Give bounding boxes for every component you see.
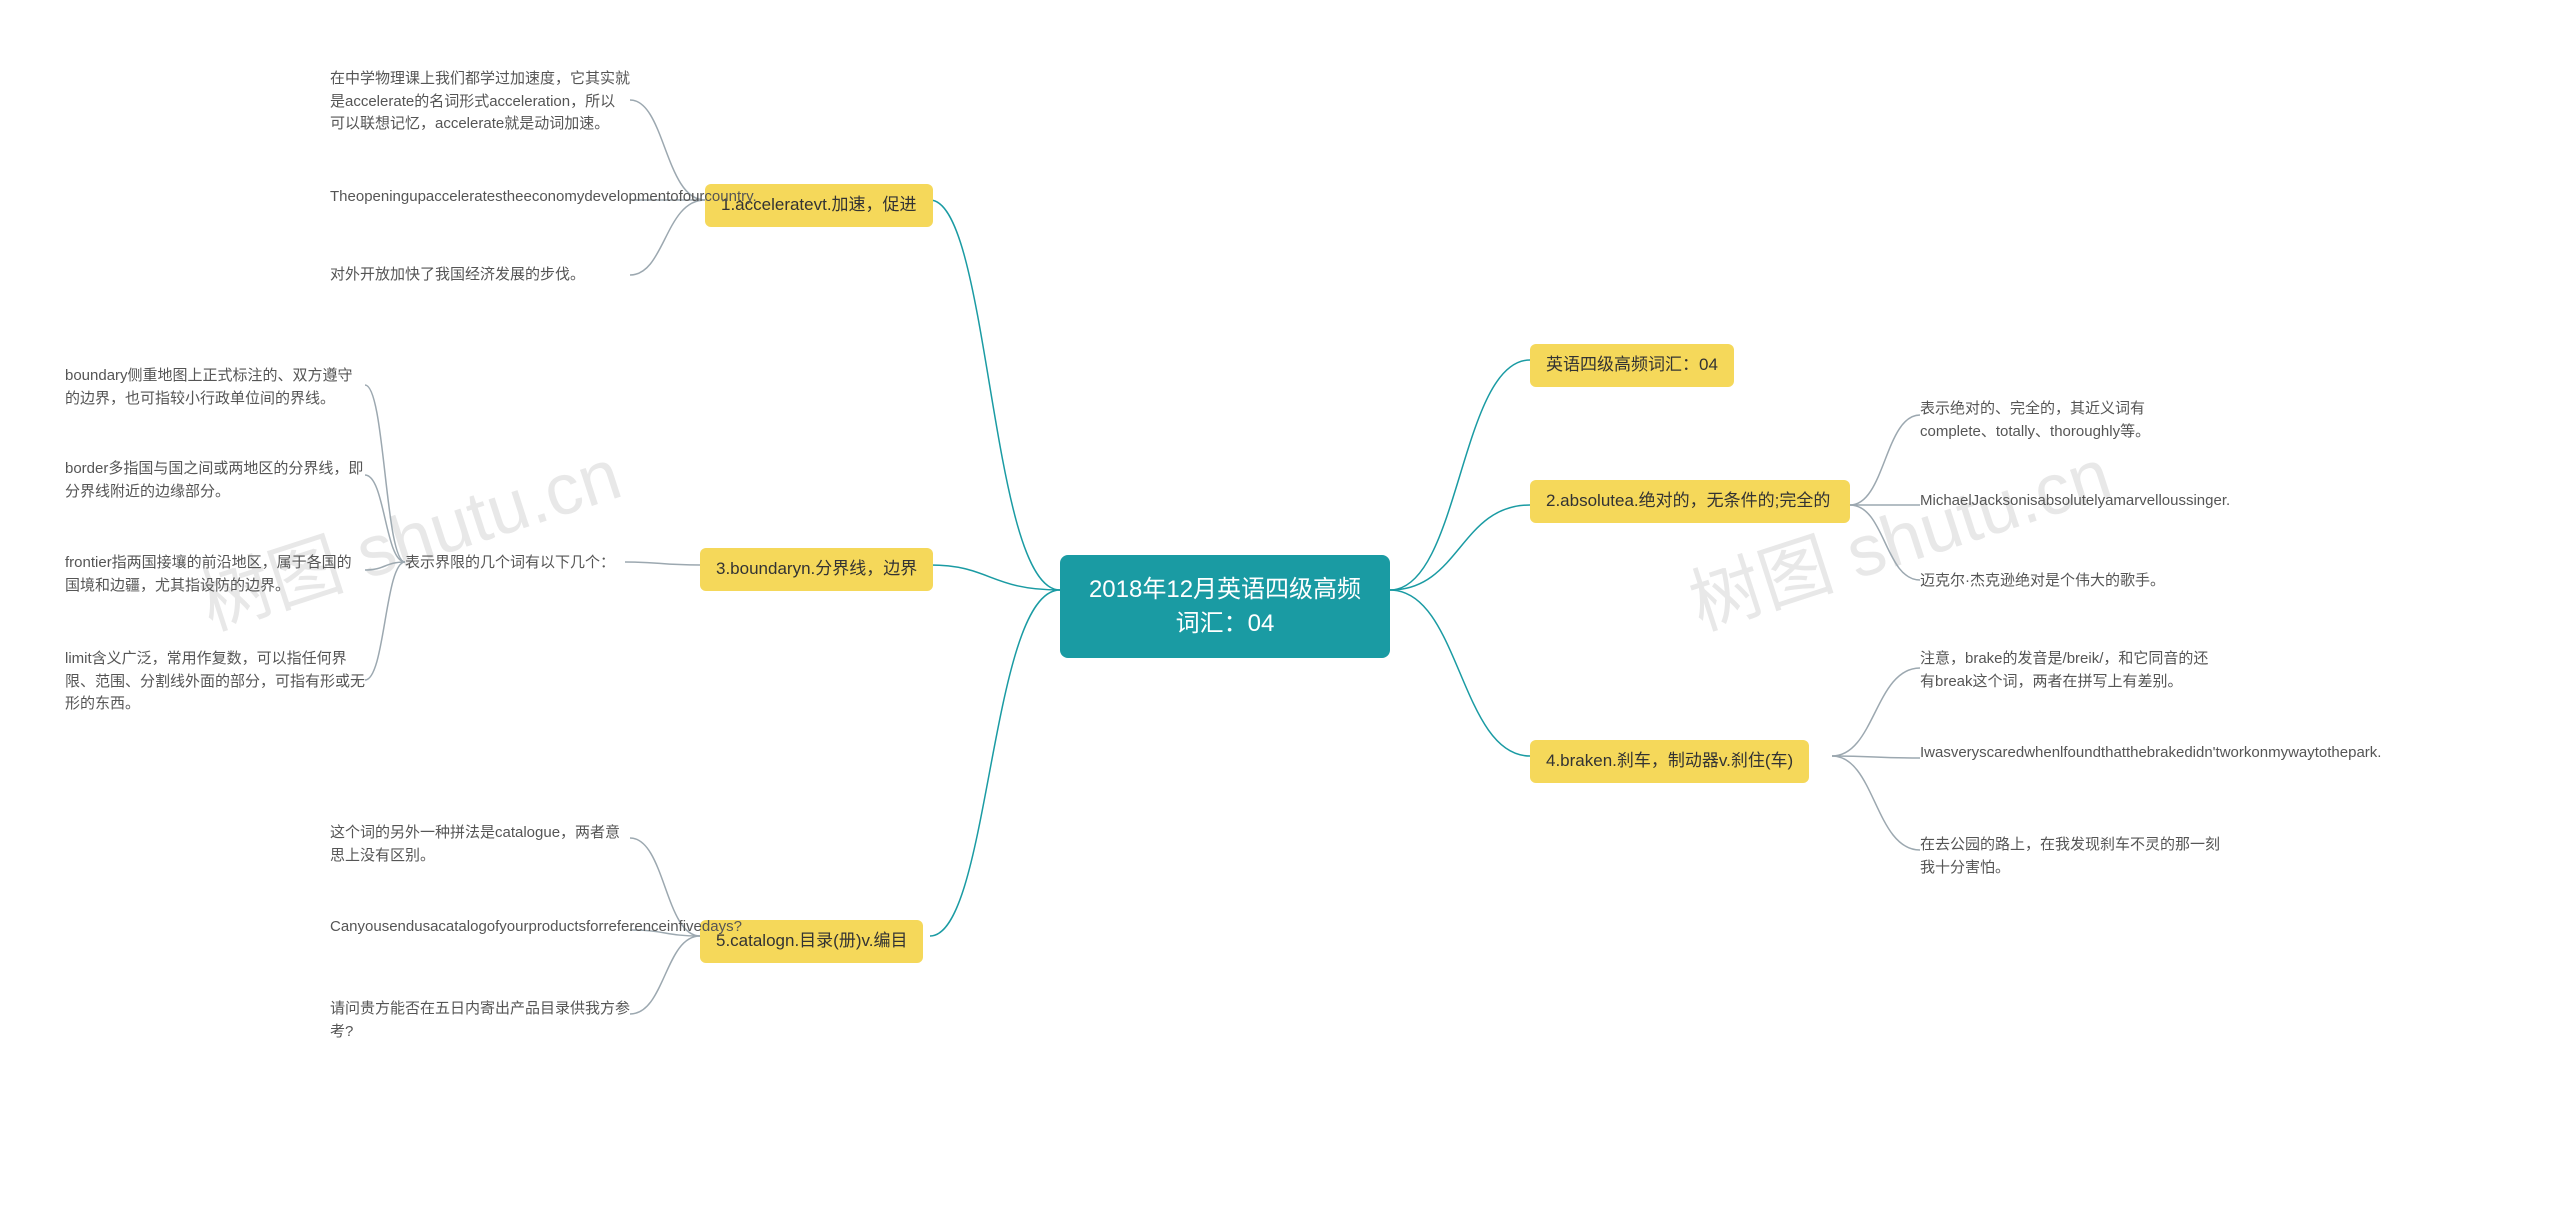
sub-l1-0: boundary侧重地图上正式标注的、双方遵守的边界，也可指较小行政单位间的界线… — [65, 365, 365, 410]
leaf-l2-1: Canyousendusacatalogofyourproductsforref… — [330, 916, 630, 939]
leaf-r2-0: 注意，brake的发音是/breik/，和它同音的还有break这个词，两者在拼… — [1920, 648, 2220, 693]
leaf-r2-2: 在去公园的路上，在我发现刹车不灵的那一刻我十分害怕。 — [1920, 834, 2220, 879]
leaf-l1-0: 表示界限的几个词有以下几个： — [405, 552, 625, 575]
branch-right-2: 4.braken.刹车，制动器v.刹住(车) — [1530, 740, 1809, 783]
branch-left-1: 3.boundaryn.分界线，边界 — [700, 548, 933, 591]
leaf-l2-0: 这个词的另外一种拼法是catalogue，两者意思上没有区别。 — [330, 822, 630, 867]
watermark-right: 树图 shutu.cn — [1674, 415, 2121, 650]
leaf-l0-0: 在中学物理课上我们都学过加速度，它其实就是accelerate的名词形式acce… — [330, 68, 630, 136]
root-node: 2018年12月英语四级高频词汇：04 — [1060, 555, 1390, 658]
watermark-left: 树图 shutu.cn — [184, 415, 631, 650]
leaf-r1-2: 迈克尔·杰克逊绝对是个伟大的歌手。 — [1920, 570, 2220, 593]
leaf-r1-0: 表示绝对的、完全的，其近义词有complete、totally、thorough… — [1920, 398, 2220, 443]
leaf-l0-1: Theopeningupacceleratestheeconomydevelop… — [330, 186, 630, 209]
leaf-l2-2: 请问贵方能否在五日内寄出产品目录供我方参考? — [330, 998, 630, 1043]
leaf-r1-1: MichaelJacksonisabsolutelyamarvelloussin… — [1920, 490, 2220, 513]
branch-right-1: 2.absolutea.绝对的，无条件的;完全的 — [1530, 480, 1850, 523]
sub-l1-3: limit含义广泛，常用作复数，可以指任何界限、范围、分割线外面的部分，可指有形… — [65, 648, 365, 716]
sub-l1-2: frontier指两国接壤的前沿地区，属于各国的国境和边疆，尤其指设防的边界。 — [65, 552, 365, 597]
branch-right-0: 英语四级高频词汇：04 — [1530, 344, 1734, 387]
sub-l1-1: border多指国与国之间或两地区的分界线，即分界线附近的边缘部分。 — [65, 458, 365, 503]
leaf-l0-2: 对外开放加快了我国经济发展的步伐。 — [330, 264, 630, 287]
leaf-r2-1: Iwasveryscaredwhenlfoundthatthebrakedidn… — [1920, 742, 2220, 765]
